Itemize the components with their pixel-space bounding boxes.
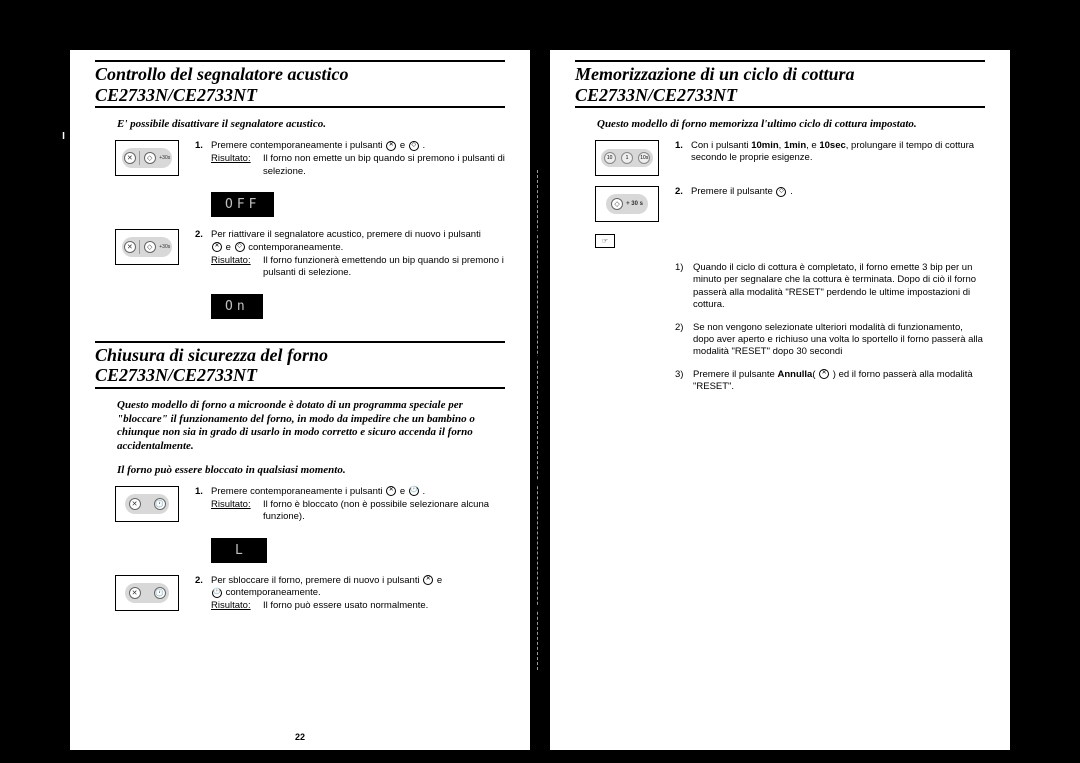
result-label: Risultato:	[211, 600, 263, 612]
step-row: ◇+ 30 s 2. Premere il pulsante ◇ .	[595, 186, 985, 222]
step-text: Con i pulsanti 10min, 1min, e 10sec, pro…	[691, 140, 985, 165]
rule	[95, 387, 505, 389]
section-title: Chiusura di sicurezza del forno CE2733N/…	[95, 345, 505, 386]
rule	[575, 106, 985, 108]
step-number: 1.	[675, 140, 691, 165]
cancel-icon: ✕	[386, 486, 396, 496]
result-label: Risultato:	[211, 499, 263, 524]
result-label: Risultato:	[211, 153, 263, 178]
right-page: Memorizzazione di un ciclo di cottura CE…	[550, 50, 1010, 750]
left-page: I Controllo del segnalatore acustico CE2…	[70, 50, 530, 750]
note-item: 2) Se non vengono selezionate ulteriori …	[675, 322, 985, 359]
step-row: ✕◇+30s 1. Premere contemporaneamente i p…	[115, 140, 505, 178]
cancel-icon: ✕	[819, 369, 829, 379]
start-icon: ◇	[409, 141, 419, 151]
intro-text: E' possibile disattivare il segnalatore …	[117, 118, 505, 132]
rule	[575, 60, 985, 62]
note-icon: ☞	[595, 234, 615, 248]
cancel-icon: ✕	[423, 575, 433, 585]
step-number: 2.	[195, 575, 211, 613]
panel-illustration: ◇+ 30 s	[595, 186, 659, 222]
note-item: 3) Premere il pulsante Annulla( ✕ ) ed i…	[675, 369, 985, 394]
intro-text: Il forno può essere bloccato in qualsias…	[117, 464, 505, 478]
note-item: 1) Quando il ciclo di cottura è completa…	[675, 262, 985, 311]
step-row: ✕🕐 1. Premere contemporaneamente i pulsa…	[115, 486, 505, 524]
intro-text: Questo modello di forno memorizza l'ulti…	[597, 118, 985, 132]
lcd-display: OFF	[211, 192, 274, 217]
panel-illustration: ✕🕐	[115, 575, 179, 611]
rule	[95, 341, 505, 343]
section-title: Memorizzazione di un ciclo di cottura CE…	[575, 64, 985, 105]
cancel-icon: ✕	[212, 242, 222, 252]
start-icon: ◇	[235, 242, 245, 252]
lcd-display: L	[211, 538, 267, 563]
step-row: 10110s 1. Con i pulsanti 10min, 1min, e …	[595, 140, 985, 176]
rule	[95, 106, 505, 108]
step-text: Per riattivare il segnalatore acustico, …	[211, 229, 505, 279]
step-row: ✕🕐 2. Per sbloccare il forno, premere di…	[115, 575, 505, 613]
page-number: 22	[70, 732, 530, 742]
step-number: 1.	[195, 140, 211, 178]
panel-illustration: ✕◇+30s	[115, 229, 179, 265]
intro-text: Questo modello di forno a microonde è do…	[117, 399, 505, 454]
panel-illustration: 10110s	[595, 140, 659, 176]
column-divider	[537, 170, 540, 670]
step-text: Per sbloccare il forno, premere di nuovo…	[211, 575, 505, 613]
clock-icon: 🕐	[212, 588, 222, 598]
step-text: Premere contemporaneamente i pulsanti ✕ …	[211, 486, 505, 524]
panel-illustration: ✕🕐	[115, 486, 179, 522]
step-text: Premere il pulsante ◇ .	[691, 186, 985, 198]
start-icon: ◇	[776, 187, 786, 197]
rule	[95, 60, 505, 62]
clock-icon: 🕐	[409, 486, 419, 496]
lcd-display: On	[211, 294, 263, 319]
result-label: Risultato:	[211, 255, 263, 280]
step-number: 2.	[195, 229, 211, 279]
step-row: ✕◇+30s 2. Per riattivare il segnalatore …	[115, 229, 505, 279]
panel-illustration: ✕◇+30s	[115, 140, 179, 176]
step-number: 1.	[195, 486, 211, 524]
cancel-icon: ✕	[386, 141, 396, 151]
step-number: 2.	[675, 186, 691, 198]
notes-list: 1) Quando il ciclo di cottura è completa…	[675, 262, 985, 393]
side-tab: I	[57, 128, 70, 146]
step-text: Premere contemporaneamente i pulsanti ✕ …	[211, 140, 505, 178]
section-title: Controllo del segnalatore acustico CE273…	[95, 64, 505, 105]
